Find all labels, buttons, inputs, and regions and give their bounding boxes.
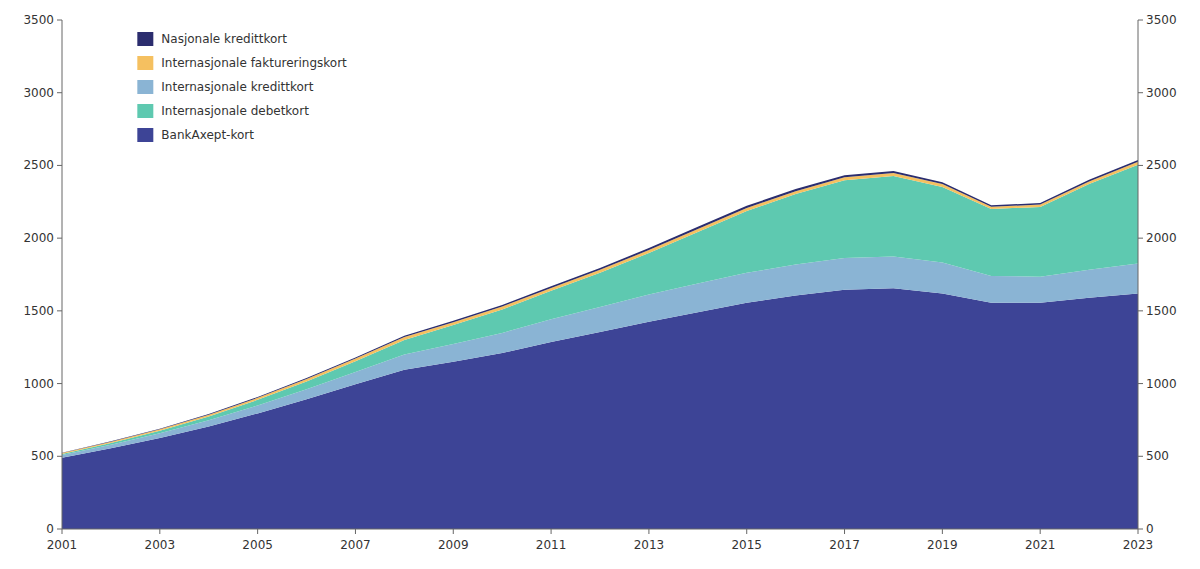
y-tick [57, 20, 62, 21]
y2-tick [1138, 92, 1143, 93]
y-tick-label: 2500 [23, 158, 54, 172]
y-tick-label: 3000 [23, 86, 54, 100]
x-tick [159, 529, 160, 534]
y2-tick [1138, 20, 1143, 21]
x-axis-line [62, 529, 1138, 530]
legend-swatch [137, 104, 153, 118]
y2-tick-label: 2500 [1146, 158, 1177, 172]
x-tick-label: 2021 [1025, 538, 1056, 552]
area-series [62, 160, 1138, 453]
areas [62, 160, 1138, 529]
y-tick [57, 529, 62, 530]
x-tick [1040, 529, 1041, 534]
x-tick-label: 2023 [1123, 538, 1154, 552]
y-tick-label: 1500 [23, 304, 54, 318]
chart: 0 500 1000 1500 2000 2500 3000 3500 0 500 1000 1500… [0, 0, 1200, 569]
x-tick-label: 2001 [47, 538, 78, 552]
x-tick-label: 2013 [634, 538, 665, 552]
y2-axis-line [1138, 20, 1139, 529]
y-tick-label: 0 [46, 522, 54, 536]
y-axis-line [62, 20, 63, 529]
x-tick-label: 2015 [731, 538, 762, 552]
x-tick-label: 2019 [927, 538, 958, 552]
legend-label: Internasjonale kredittkort [161, 80, 313, 94]
y2-tick-label: 0 [1146, 522, 1154, 536]
y2-tick-label: 2000 [1146, 231, 1177, 245]
x-tick [355, 529, 356, 534]
legend-swatch [137, 32, 153, 46]
y2-tick [1138, 529, 1143, 530]
y-tick [57, 383, 62, 384]
x-tick-label: 2005 [242, 538, 273, 552]
y-tick-label: 1000 [23, 377, 54, 391]
legend-label: Internasjonale debetkort [161, 104, 309, 118]
x-tick-label: 2009 [438, 538, 469, 552]
y-tick [57, 165, 62, 166]
y-tick [57, 456, 62, 457]
x-tick [62, 529, 63, 534]
x-tick [844, 529, 845, 534]
y-tick [57, 310, 62, 311]
x-tick-label: 2007 [340, 538, 371, 552]
area-series [62, 165, 1138, 455]
x-tick-label: 2003 [145, 538, 176, 552]
y2-tick [1138, 238, 1143, 239]
x-tick [942, 529, 943, 534]
y2-tick [1138, 383, 1143, 384]
legend-swatch [137, 56, 153, 70]
legend-label: Internasjonale faktureringskort [161, 56, 347, 70]
legend-swatch [137, 80, 153, 94]
legend: Nasjonale kredittkort Internasjonale fakt… [137, 32, 347, 142]
area-series [62, 162, 1138, 454]
x-tick [746, 529, 747, 534]
legend-swatch [137, 128, 153, 142]
y2-tick [1138, 456, 1143, 457]
y2-tick-label: 1000 [1146, 377, 1177, 391]
axes: 0 500 1000 1500 2000 2500 3000 3500 0 500 1000 1500… [23, 13, 1176, 552]
y2-tick-label: 500 [1146, 449, 1169, 463]
y-tick-label: 500 [31, 449, 54, 463]
y-tick-label: 2000 [23, 231, 54, 245]
y-tick [57, 238, 62, 239]
y-tick-label: 3500 [23, 13, 54, 27]
x-tick [453, 529, 454, 534]
legend-label: Nasjonale kredittkort [161, 32, 287, 46]
y2-tick [1138, 165, 1143, 166]
x-tick [1138, 529, 1139, 534]
y-tick [57, 92, 62, 93]
x-tick-label: 2011 [536, 538, 567, 552]
y2-tick-label: 1500 [1146, 304, 1177, 318]
legend-label: BankAxept-kort [161, 128, 254, 142]
x-tick [648, 529, 649, 534]
y2-tick [1138, 310, 1143, 311]
y2-tick-label: 3000 [1146, 86, 1177, 100]
x-tick [551, 529, 552, 534]
y2-tick-label: 3500 [1146, 13, 1177, 27]
x-tick-label: 2017 [829, 538, 860, 552]
x-tick [257, 529, 258, 534]
